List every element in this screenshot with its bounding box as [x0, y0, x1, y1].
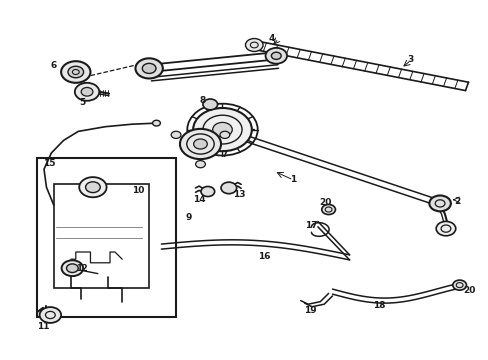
Circle shape	[81, 87, 93, 96]
Text: 10: 10	[131, 186, 144, 194]
Circle shape	[195, 161, 205, 168]
Circle shape	[152, 120, 160, 126]
Circle shape	[221, 182, 236, 194]
Text: 16: 16	[257, 252, 270, 261]
Text: 20: 20	[318, 198, 331, 207]
Circle shape	[428, 195, 450, 211]
Circle shape	[245, 39, 263, 51]
Circle shape	[212, 122, 232, 137]
Circle shape	[321, 204, 335, 215]
Text: 7: 7	[221, 150, 228, 159]
Circle shape	[220, 131, 229, 139]
Text: 2: 2	[453, 197, 459, 206]
Bar	[37, 158, 176, 317]
Text: 20: 20	[462, 286, 475, 295]
Text: 9: 9	[184, 213, 191, 222]
Circle shape	[61, 61, 90, 83]
Text: 5: 5	[79, 98, 85, 107]
Text: 11: 11	[37, 323, 49, 331]
Circle shape	[193, 139, 207, 149]
Circle shape	[135, 58, 163, 78]
Text: 19: 19	[303, 306, 316, 315]
Circle shape	[61, 260, 83, 276]
Text: 6: 6	[51, 61, 57, 70]
Text: 12: 12	[76, 264, 87, 273]
Circle shape	[201, 186, 214, 197]
Circle shape	[193, 108, 251, 151]
Circle shape	[435, 221, 455, 236]
Text: 17: 17	[305, 220, 317, 230]
Circle shape	[75, 83, 99, 101]
Circle shape	[452, 280, 466, 290]
Text: 14: 14	[193, 194, 205, 203]
Circle shape	[265, 48, 286, 64]
Circle shape	[40, 307, 61, 323]
Text: 3: 3	[407, 55, 413, 64]
Circle shape	[180, 129, 221, 159]
Text: 8: 8	[200, 96, 205, 105]
Circle shape	[271, 52, 281, 59]
Circle shape	[85, 182, 100, 193]
Text: 4: 4	[267, 34, 274, 43]
Circle shape	[68, 66, 83, 78]
Text: 13: 13	[233, 190, 245, 199]
Text: 15: 15	[42, 159, 55, 168]
Circle shape	[79, 177, 106, 197]
Text: 18: 18	[372, 301, 385, 310]
Circle shape	[171, 131, 181, 139]
Text: 1: 1	[290, 175, 296, 184]
Circle shape	[142, 63, 156, 73]
Circle shape	[203, 99, 217, 110]
Circle shape	[66, 264, 78, 273]
